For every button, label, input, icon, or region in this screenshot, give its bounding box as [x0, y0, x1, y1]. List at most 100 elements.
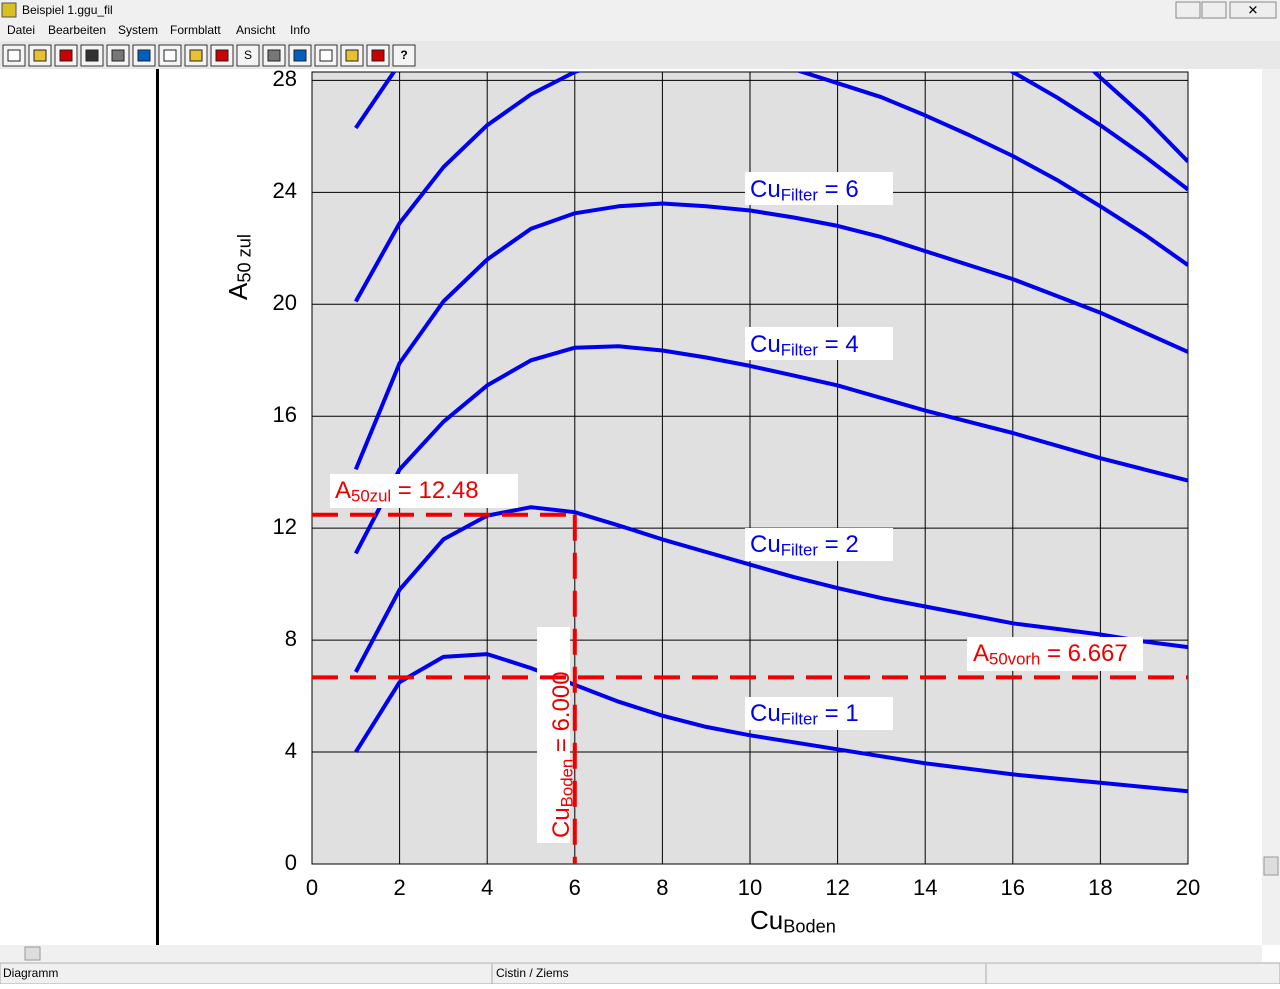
y-tick-label: 12 [273, 514, 297, 539]
x-tick-label: 8 [656, 875, 668, 900]
scroll-thumb[interactable] [1263, 856, 1279, 876]
tool-icon [7, 49, 21, 62]
x-tick-label: 12 [825, 875, 849, 900]
maximize[interactable] [1201, 1, 1227, 19]
y-tick-label: 28 [273, 66, 297, 91]
vertical-scrollbar[interactable] [1262, 69, 1280, 945]
curve [354, 505, 1188, 673]
minimize[interactable] [1175, 1, 1201, 19]
label: CuFilter = 2 [750, 531, 859, 559]
x-tick-label: 16 [1001, 875, 1025, 900]
tool-icon [33, 49, 47, 62]
label-main: A [973, 640, 989, 667]
title-bar [0, 0, 1280, 21]
label: A50vorh = 6.667 [973, 640, 1128, 668]
label-main: Cu [750, 905, 783, 935]
window-title: Beispiel 1.ggu_fil [22, 3, 113, 17]
label-sub: 50zul [351, 487, 391, 506]
label: CuBoden [750, 905, 836, 937]
menu-item[interactable]: Datei [7, 23, 35, 37]
menu-item[interactable]: Bearbeiten [48, 23, 106, 37]
tool-icon [371, 49, 385, 62]
menu-item[interactable]: Ansicht [236, 23, 276, 37]
y-tick-label: 20 [273, 290, 297, 315]
tool-button[interactable] [392, 44, 416, 67]
scroll-thumb-h[interactable] [24, 946, 41, 961]
x-tick-label: 2 [393, 875, 405, 900]
tool-button-label: S [244, 48, 252, 62]
label-rest: = 1 [818, 700, 859, 727]
tool-icon [163, 49, 177, 62]
x-tick-label: 4 [481, 875, 493, 900]
status-text: Cistin / Ziems [496, 966, 569, 980]
curves [353, 72, 1188, 794]
label-sub: Filter [781, 341, 819, 360]
close[interactable] [1229, 1, 1277, 19]
horizontal-scrollbar[interactable] [0, 945, 1262, 962]
label-rest: = 6.000 [548, 671, 575, 758]
label-box [745, 697, 893, 730]
label: CuFilter = 4 [750, 331, 859, 359]
y-tick-label: 8 [285, 626, 297, 651]
tool-icon [293, 49, 307, 62]
label: CuFilter = 1 [750, 700, 859, 728]
curve [354, 72, 1188, 303]
x-tick-label: 20 [1176, 875, 1200, 900]
label-sub: 50vorh [989, 650, 1040, 669]
curve [353, 201, 1188, 471]
y-tick-label: 16 [273, 402, 297, 427]
label-main: Cu [548, 807, 575, 838]
label-sub: Boden [783, 917, 836, 937]
tool-icon [111, 49, 125, 62]
menu-item[interactable]: System [118, 23, 158, 37]
label-rest: = 4 [818, 331, 859, 358]
label-sub: Boden [558, 759, 577, 808]
label-box [745, 327, 893, 360]
tool-icon [319, 49, 333, 62]
x-tick-label: 6 [569, 875, 581, 900]
curve [354, 344, 1188, 555]
curve [354, 652, 1188, 794]
label-main: A [335, 477, 351, 504]
window-buttons[interactable]: ✕ [1175, 1, 1277, 19]
curve [354, 72, 1188, 192]
tool-icon [59, 49, 73, 62]
label: CuBoden = 6.000 [548, 671, 576, 838]
label-sub: Filter [781, 186, 819, 205]
x-tick-label: 14 [913, 875, 937, 900]
y-tick-label: 4 [285, 738, 297, 763]
label-box [745, 172, 893, 205]
status-text: Diagramm [3, 966, 58, 980]
y-tick-label: 0 [285, 850, 297, 875]
status-bar [0, 962, 1280, 985]
label-rest: = 2 [818, 531, 859, 558]
label-rest: = 12.48 [391, 477, 478, 504]
tool-icon [267, 49, 281, 62]
menu-item[interactable]: Info [290, 23, 310, 37]
label-main: Cu [750, 531, 781, 558]
label: A50zul = 12.48 [335, 477, 479, 505]
panel-divider [156, 69, 159, 945]
label-rest: = 6 [818, 176, 859, 203]
y-tick-label: 24 [273, 178, 297, 203]
label-main: A [223, 282, 253, 300]
label-main: Cu [750, 331, 781, 358]
label-sub: Filter [781, 541, 819, 560]
plot-frame [311, 71, 1189, 865]
tool-button[interactable] [236, 44, 260, 67]
label-sub: 50 zul [235, 234, 255, 283]
close-glyph: ✕ [1248, 2, 1259, 17]
label-sub: Filter [781, 710, 819, 729]
menu-item[interactable]: Formblatt [170, 23, 221, 37]
tool-button-label: ? [400, 48, 407, 62]
x-tick-label: 0 [306, 875, 318, 900]
label-main: Cu [750, 176, 781, 203]
tool-icon [215, 49, 229, 62]
x-tick-label: 10 [738, 875, 762, 900]
tool-icon [345, 49, 359, 62]
x-tick-label: 18 [1088, 875, 1112, 900]
label: CuFilter = 6 [750, 176, 859, 204]
label-box [330, 474, 518, 508]
label-box [745, 528, 893, 561]
